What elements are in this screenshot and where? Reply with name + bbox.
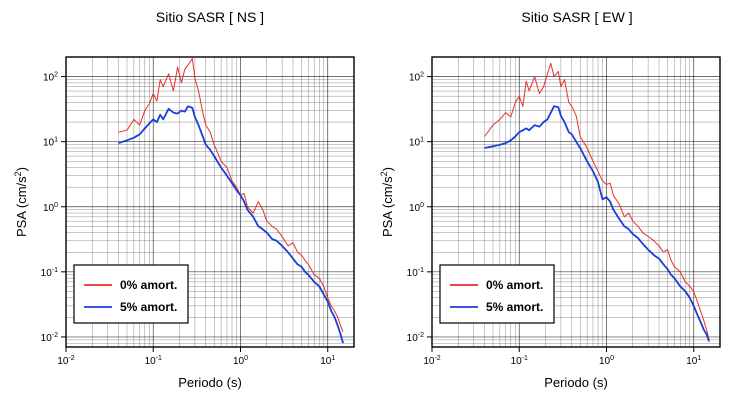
plot-frame (65, 56, 355, 348)
x-tick-label: 101 (686, 355, 701, 367)
chart-title: Sitio SASR [ EW ] (521, 9, 632, 25)
y-tick-label: 10-2 (41, 332, 58, 344)
series-line-0pct (118, 57, 344, 332)
x-axis-label: Periodo (s) (544, 375, 608, 390)
series-line-0pct (484, 62, 710, 341)
y-tick-label: 100 (409, 202, 424, 214)
legend-box (73, 264, 189, 324)
legend-entry: 5% amort. (486, 300, 543, 314)
x-tick-label: 10-1 (511, 355, 528, 367)
x-tick-label: 100 (599, 355, 614, 367)
legend-entry: 0% amort. (486, 278, 543, 292)
legend-box (439, 264, 555, 324)
x-tick-label: 100 (233, 355, 248, 367)
y-tick-label: 10-2 (407, 332, 424, 344)
series-line-5pct (484, 105, 710, 342)
chart-panel-ns: Sitio SASR [ NS ] 10-2 10-1 100 101 10-2 10-1 1… (13, 9, 355, 390)
x-tick-label: 101 (320, 355, 335, 367)
y-tick-label: 102 (43, 72, 58, 84)
grid (432, 57, 720, 347)
chart-title: Sitio SASR [ NS ] (156, 9, 264, 25)
y-tick-label: 101 (409, 137, 424, 149)
y-tick-label: 10-1 (41, 267, 58, 279)
plot-frame (431, 56, 721, 348)
legend: 0% amort. 5% amort. (73, 264, 189, 324)
legend-entry: 0% amort. (120, 278, 177, 292)
x-tick-label: 10-1 (145, 355, 162, 367)
x-tick-label: 10-2 (57, 355, 74, 367)
chart-panel-ew: Sitio SASR [ EW ] 10-2 10-1 100 101 10-2 10-1 1… (379, 9, 721, 390)
legend-entry: 5% amort. (120, 300, 177, 314)
series-line-5pct (118, 105, 344, 344)
y-axis-label: PSA (cm/s2) (13, 167, 29, 237)
x-axis-label: Periodo (s) (178, 375, 242, 390)
y-tick-label: 10-1 (407, 267, 424, 279)
legend: 0% amort. 5% amort. (439, 264, 555, 324)
x-tick-label: 10-2 (423, 355, 440, 367)
y-axis-label: PSA (cm/s2) (379, 167, 395, 237)
y-tick-label: 102 (409, 72, 424, 84)
y-tick-label: 101 (43, 137, 58, 149)
y-tick-label: 100 (43, 202, 58, 214)
